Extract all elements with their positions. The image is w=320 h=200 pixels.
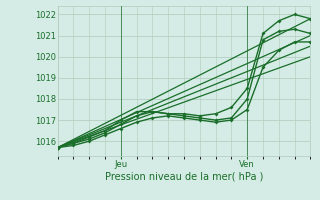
X-axis label: Pression niveau de la mer( hPa ): Pression niveau de la mer( hPa ) [105, 172, 263, 182]
